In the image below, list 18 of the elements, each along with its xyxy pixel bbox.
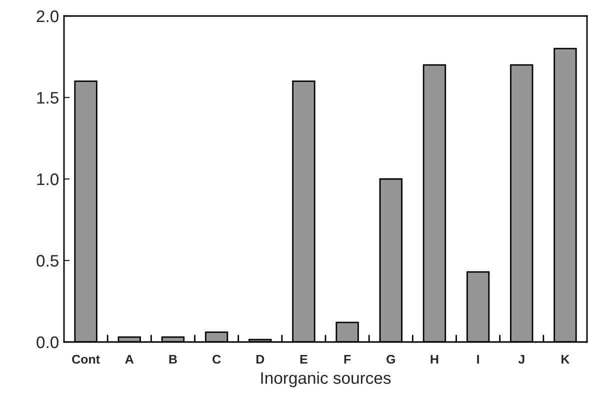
x-tick-label: K	[562, 354, 570, 364]
x-axis-title: Inorganic sources	[261, 372, 391, 388]
x-tick-label: F	[344, 354, 351, 364]
x-tick-label: H	[430, 354, 438, 364]
x-tick-label: E	[300, 354, 308, 364]
x-tick-label: G	[386, 354, 395, 364]
x-tick-label: D	[256, 354, 264, 364]
x-tick-label: J	[518, 354, 524, 364]
x-tick-label: Cont	[72, 354, 100, 364]
y-tick-label: 1.0	[37, 173, 58, 186]
y-tick-label: 1.5	[37, 92, 58, 104]
y-tick-label: 0.5	[36, 254, 58, 267]
x-tick-label: C	[212, 354, 221, 364]
x-tick-label: I	[477, 354, 479, 364]
y-tick-label: 0.0	[36, 336, 58, 348]
x-tick-label: A	[125, 354, 134, 364]
x-tick-label: B	[169, 354, 177, 364]
y-tick-label: 2.0	[36, 10, 58, 22]
